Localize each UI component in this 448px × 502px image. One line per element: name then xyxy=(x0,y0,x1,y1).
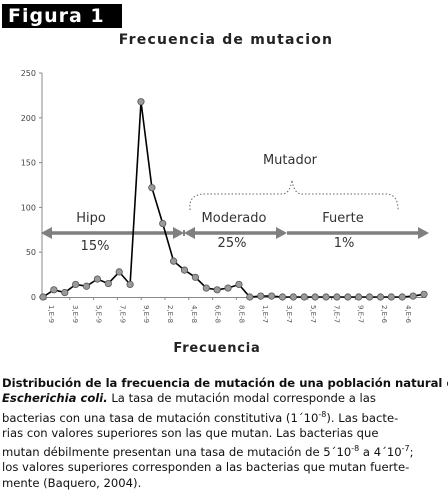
mutation-frequency-chart: Frecuencia de mutacion 0 50 100 150 200 250 1… xyxy=(21,32,429,356)
label-fuerte-pct: 1% xyxy=(334,236,355,251)
y-tick-label: 150 xyxy=(21,159,36,168)
x-tick-label: 4,E-6 xyxy=(404,305,412,324)
label-moderado-pct: 25% xyxy=(218,236,247,251)
y-tick-label: 200 xyxy=(21,114,36,123)
data-point xyxy=(191,273,199,281)
data-point xyxy=(300,293,308,301)
x-tick-label: 2,E-8 xyxy=(166,305,174,323)
series-points xyxy=(39,98,428,301)
data-point xyxy=(50,286,58,294)
label-mutador: Mutador xyxy=(263,153,318,168)
label-hipo-pct: 15% xyxy=(81,239,110,254)
x-tick-label: 3,E-9 xyxy=(71,305,79,323)
data-point xyxy=(344,293,352,301)
data-point xyxy=(93,275,102,283)
series-line xyxy=(42,101,425,298)
data-point xyxy=(115,268,123,276)
data-point xyxy=(148,184,156,192)
data-point xyxy=(137,98,145,106)
label-moderado: Moderado xyxy=(202,211,267,226)
data-point xyxy=(72,280,80,289)
data-point xyxy=(39,293,47,301)
y-tick-label: 100 xyxy=(21,203,36,212)
y-tick-label: 250 xyxy=(21,69,36,78)
data-point xyxy=(224,284,232,292)
x-tick-label: 9,E-7 xyxy=(356,305,364,323)
label-hipo: Hipo xyxy=(76,211,106,226)
data-point xyxy=(333,293,341,301)
caption-line-5: mutan débilmente presentan una tasa de m… xyxy=(2,444,414,459)
data-point xyxy=(398,293,406,301)
caption-line-4: rias con valores superiores son las que … xyxy=(2,425,379,440)
data-point xyxy=(355,293,363,301)
data-point xyxy=(311,293,319,301)
data-point xyxy=(278,293,287,301)
data-point xyxy=(246,293,254,301)
chart-annotations: Mutador Hipo 15% Moderado 25% Fuerte 1% xyxy=(41,153,429,254)
x-tick-label: 6,E-8 xyxy=(214,305,222,323)
caption-line-2: Escherichia coli. La tasa de mutación mo… xyxy=(2,391,376,406)
data-point xyxy=(159,219,167,228)
data-point xyxy=(267,292,276,300)
x-tick-label: 4,E-8 xyxy=(190,305,198,323)
x-axis: 1,E-9 3,E-9 5,E-9 7,E-9 9,E-9 2,E-8 4,E-8 6,E-8… xyxy=(42,297,426,324)
chart-title: Frecuencia de mutacion xyxy=(119,32,333,48)
caption-line-3: bacterias con una tasa de mutación const… xyxy=(2,409,399,425)
data-point xyxy=(420,290,428,298)
data-point xyxy=(213,286,221,294)
figure-label: Figura 1 xyxy=(2,4,122,28)
x-axis-label: Frecuencia xyxy=(173,341,260,356)
data-point xyxy=(61,288,69,297)
caption-species: Escherichia coli. xyxy=(2,391,108,406)
x-tick-label: 1,E-9 xyxy=(47,305,55,323)
data-point xyxy=(104,279,112,288)
x-tick-label: 5,E-9 xyxy=(95,305,103,323)
x-tick-label: 3,E-7 xyxy=(285,305,293,323)
data-point xyxy=(289,293,297,301)
x-tick-label: 5,E-7 xyxy=(309,305,317,323)
x-tick-label: 1,E-7 xyxy=(261,305,269,323)
x-tick-label: 7,E-7 xyxy=(333,305,341,323)
data-point xyxy=(257,292,265,300)
data-point xyxy=(235,280,243,289)
data-point xyxy=(82,282,91,290)
data-point xyxy=(409,292,417,300)
x-tick-label: 2,E-6 xyxy=(380,305,388,324)
data-point xyxy=(202,284,210,292)
y-tick-label: 0 xyxy=(31,293,36,302)
y-tick-label: 50 xyxy=(26,248,36,257)
x-tick-label: 7,E-9 xyxy=(118,305,126,323)
data-point xyxy=(387,293,395,301)
data-point xyxy=(376,293,385,301)
y-axis: 0 50 100 150 200 250 xyxy=(21,69,43,302)
data-point xyxy=(170,257,178,265)
data-point xyxy=(365,293,374,301)
figure-caption: Distribución de la frecuencia de mutació… xyxy=(2,376,448,491)
data-point xyxy=(126,280,134,289)
x-tick-label: 9,E-9 xyxy=(142,305,150,323)
data-point xyxy=(180,266,189,274)
label-fuerte: Fuerte xyxy=(322,211,363,226)
data-point xyxy=(322,293,330,301)
caption-line-7: mente (Baquero, 2004). xyxy=(2,475,142,490)
caption-line-1: Distribución de la frecuencia de mutació… xyxy=(2,376,448,390)
x-tick-label: 8,E-8 xyxy=(237,305,245,323)
caption-line-6: los valores superiores corresponden a la… xyxy=(2,460,410,475)
